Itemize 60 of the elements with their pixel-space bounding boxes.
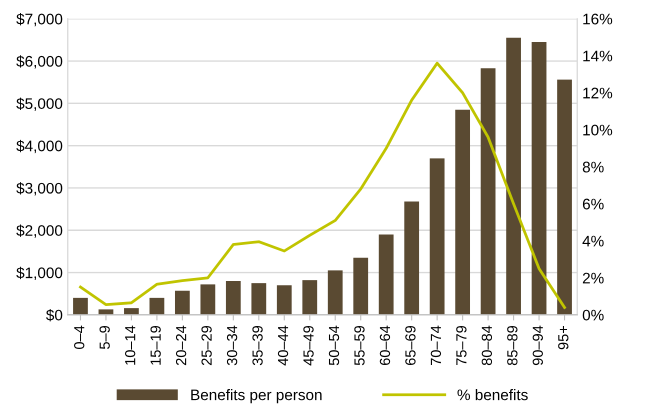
bar xyxy=(404,201,420,315)
bar xyxy=(480,68,496,315)
bar xyxy=(328,270,343,315)
y-tick-label: $1,000 xyxy=(16,266,62,280)
bar xyxy=(506,38,521,315)
x-tick-label: 85–89 xyxy=(507,326,518,366)
y-tick-label: $6,000 xyxy=(16,55,62,69)
legend-label: % benefits xyxy=(458,389,528,400)
x-tick-label: 40–44 xyxy=(278,326,288,366)
x-tick-label: 55–59 xyxy=(354,326,365,366)
y2-tick-label: 6% xyxy=(582,198,604,210)
x-tick-label: 90–94 xyxy=(532,326,543,366)
y-tick-label: $4,000 xyxy=(16,140,62,154)
bar xyxy=(98,309,114,315)
x-tick-label: 20–24 xyxy=(176,326,186,366)
x-tick-label: 0–4 xyxy=(74,326,84,350)
y2-tick-label: 4% xyxy=(582,236,604,246)
x-tick-label: 45–49 xyxy=(303,326,314,366)
y-tick-label: $7,000 xyxy=(16,12,62,26)
bar xyxy=(174,290,190,315)
x-tick-label: 75–79 xyxy=(456,326,467,366)
bar xyxy=(455,110,470,315)
y-tick-label: $0 xyxy=(46,309,62,322)
bar xyxy=(73,298,88,315)
legend-label: Benefits per person xyxy=(191,389,322,404)
y-tick-label: $2,000 xyxy=(16,224,62,238)
bar xyxy=(251,283,266,315)
bar xyxy=(557,80,572,315)
bar xyxy=(353,258,368,315)
bar xyxy=(150,298,164,315)
x-tick-label: 15–19 xyxy=(150,326,161,365)
bar xyxy=(276,285,292,315)
bar xyxy=(124,308,139,315)
bar xyxy=(430,158,445,315)
y2-tick-label: 10% xyxy=(583,124,612,136)
bar xyxy=(302,280,318,315)
x-tick-label: 80–84 xyxy=(482,326,492,366)
line-series xyxy=(79,62,566,309)
x-tick-label: 10–14 xyxy=(125,326,136,365)
x-tick-label: 95+ xyxy=(558,326,568,350)
bar xyxy=(226,281,241,315)
y2-tick-label: 8% xyxy=(582,162,604,172)
bar xyxy=(532,42,546,315)
x-tick-label: 60–64 xyxy=(380,326,390,366)
y2-tick-label: 14% xyxy=(583,50,612,62)
y2-tick-label: 2% xyxy=(582,272,604,284)
x-tick-label: 70–74 xyxy=(430,326,442,366)
y2-tick-label: 12% xyxy=(583,88,612,98)
bar xyxy=(200,284,216,315)
bar xyxy=(378,234,394,315)
x-tick-label: 5–9 xyxy=(100,326,110,349)
y2-tick-label: 16% xyxy=(583,14,612,24)
x-tick-label: 35–39 xyxy=(252,326,263,366)
x-tick-label: 30–34 xyxy=(226,326,238,366)
y-tick-label: $3,000 xyxy=(16,182,62,196)
x-tick-label: 50–54 xyxy=(328,326,340,366)
x-tick-label: 25–29 xyxy=(201,326,212,366)
y2-tick-label: 0% xyxy=(582,310,604,321)
x-tick-label: 65–69 xyxy=(405,326,416,366)
y-tick-label: $5,000 xyxy=(16,98,62,111)
